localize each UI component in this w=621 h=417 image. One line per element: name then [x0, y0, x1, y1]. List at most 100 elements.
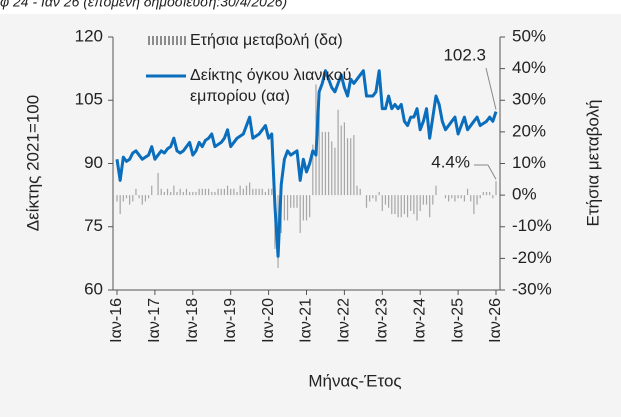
- bar: [135, 188, 137, 196]
- bar: [268, 188, 270, 196]
- bar: [144, 195, 147, 202]
- bar: [283, 195, 285, 221]
- bar: [343, 122, 345, 196]
- x-tick-label: Ιαν-25: [449, 298, 466, 343]
- bar: [125, 195, 128, 199]
- bar: [201, 188, 203, 196]
- bar: [249, 182, 251, 196]
- bar: [422, 195, 424, 205]
- bar: [173, 185, 175, 196]
- bar: [337, 109, 339, 196]
- bar: [132, 195, 134, 202]
- bar: [489, 191, 491, 196]
- bar: [334, 147, 336, 196]
- bar: [192, 191, 194, 196]
- bar: [331, 141, 333, 196]
- bar: [463, 195, 466, 202]
- bar: [451, 195, 453, 199]
- bar: [290, 195, 292, 208]
- bar: [369, 195, 371, 202]
- bar: [296, 195, 298, 208]
- y2-tick-label: -10%: [512, 216, 552, 235]
- bar: [204, 188, 207, 196]
- bar: [416, 195, 418, 221]
- bar: [482, 191, 484, 196]
- bar: [226, 185, 229, 196]
- x-tick-label: Ιαν-26: [487, 298, 504, 343]
- bar: [211, 191, 213, 196]
- bar: [293, 195, 295, 208]
- bar: [198, 188, 200, 196]
- bar: [495, 181, 497, 196]
- bar: [448, 195, 450, 202]
- bar: [207, 188, 210, 196]
- y2-tick-label: 0%: [512, 185, 537, 204]
- bar: [375, 195, 377, 202]
- bar: [444, 195, 447, 199]
- bar: [157, 172, 159, 196]
- bar: [129, 195, 131, 205]
- bar: [185, 188, 188, 196]
- label-leader: [485, 67, 497, 110]
- x-tick-label: Ιαν-24: [411, 298, 428, 343]
- bar: [214, 191, 216, 196]
- bar: [176, 191, 178, 196]
- legend-swatch: [146, 36, 186, 45]
- bar: [151, 185, 153, 196]
- y2-tick-label: 10%: [512, 153, 546, 172]
- data-label: 102.3: [443, 45, 486, 64]
- bar: [147, 195, 150, 199]
- bar: [255, 188, 257, 196]
- bar: [381, 195, 383, 211]
- bar: [388, 195, 390, 208]
- bar: [170, 191, 172, 196]
- bar: [138, 195, 140, 199]
- bar: [454, 195, 456, 202]
- bar: [179, 188, 181, 196]
- bar: [163, 191, 165, 196]
- y2-tick-label: 40%: [512, 58, 546, 77]
- bar: [299, 195, 301, 234]
- y-tick-label: 75: [84, 216, 103, 235]
- bar: [372, 195, 374, 199]
- bar: [410, 195, 412, 211]
- bar: [116, 195, 118, 202]
- y2-tick-label: 50%: [512, 26, 546, 45]
- bar: [479, 195, 481, 199]
- y2-axis-title: Ετήσια μεταβολή: [583, 100, 602, 227]
- bar: [419, 195, 421, 211]
- background: [0, 14, 621, 417]
- bar: [261, 188, 263, 196]
- bar: [400, 195, 402, 218]
- bar: [457, 195, 459, 199]
- y-tick-label: 60: [84, 279, 103, 298]
- bar: [391, 195, 393, 215]
- bar: [492, 195, 494, 199]
- bar: [305, 195, 308, 221]
- y2-tick-label: -20%: [512, 248, 552, 267]
- y-axis-title: Δείκτης 2021=100: [23, 95, 42, 231]
- bar: [384, 195, 387, 205]
- bar: [476, 195, 478, 205]
- bar: [160, 188, 162, 196]
- header-text: φ 24 - Ιαν 26 (επόμενη δημοσίευση:30/4/2…: [0, 0, 287, 10]
- bar: [328, 131, 330, 196]
- bar: [258, 188, 260, 196]
- y-tick-label: 90: [84, 153, 103, 172]
- bar: [466, 188, 469, 196]
- y2-tick-label: 30%: [512, 90, 546, 109]
- bar: [245, 185, 248, 196]
- x-tick-label: Ιαν-16: [108, 298, 125, 343]
- x-tick-label: Ιαν-22: [336, 298, 353, 343]
- x-tick-label: Ιαν-23: [374, 298, 391, 343]
- bar: [429, 195, 431, 218]
- x-tick-label: Ιαν-20: [260, 298, 277, 343]
- bar: [403, 195, 406, 215]
- bar: [397, 195, 399, 218]
- y-tick-label: 105: [75, 90, 103, 109]
- bar: [264, 191, 267, 196]
- bar: [271, 188, 273, 196]
- x-tick-label: Ιαν-19: [222, 298, 239, 343]
- bar: [302, 195, 304, 221]
